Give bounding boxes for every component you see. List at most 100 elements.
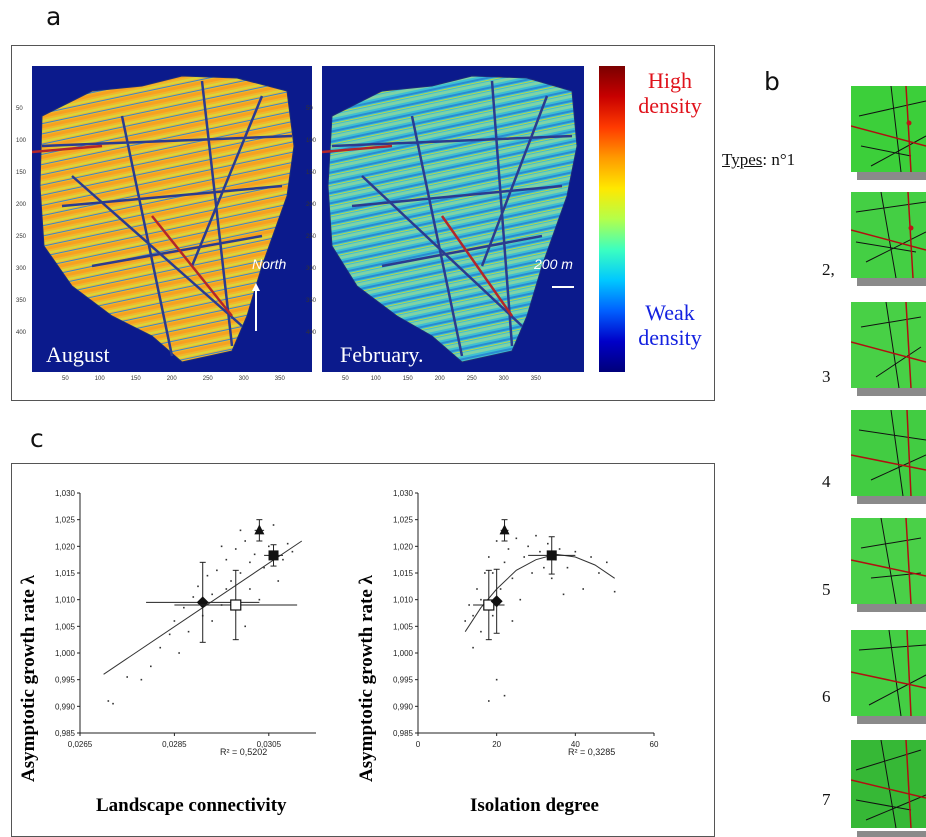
data-point <box>230 580 232 582</box>
data-point <box>253 553 256 556</box>
landscape-type-thumbnail-6 <box>851 630 926 724</box>
y-tick: 350 <box>306 298 317 304</box>
data-point <box>590 556 592 558</box>
data-point <box>249 561 251 564</box>
data-point <box>488 700 490 702</box>
colorbar-high-line2: density <box>638 93 702 118</box>
y-tick: 200 <box>16 202 27 208</box>
isolation-scatter-chart: 1,030 1,025 1,020 1,015 1,010 1,005 1,000 0,995… <box>393 489 659 757</box>
y-tick-label: 1,005 <box>393 622 414 631</box>
landscape-type-thumbnail-3 <box>851 302 926 396</box>
february-density-map <box>322 66 584 372</box>
y-tick: 250 <box>16 234 27 240</box>
data-point <box>606 561 608 564</box>
data-point <box>112 702 114 705</box>
data-point <box>495 540 498 542</box>
y-tick-label: 1,030 <box>55 489 76 498</box>
data-point <box>206 574 209 577</box>
data-point <box>503 561 506 564</box>
data-point <box>159 646 162 649</box>
data-point <box>550 577 553 580</box>
data-point <box>211 620 213 622</box>
data-point <box>472 614 474 617</box>
mean-marker-triangle <box>499 524 510 535</box>
scale-bar <box>552 286 574 288</box>
data-point <box>268 545 270 548</box>
right-chart-ylabel: Asymptotic growth rate λ <box>356 575 377 782</box>
data-point <box>249 588 251 590</box>
data-point <box>523 556 525 558</box>
y-tick: 350 <box>16 298 27 304</box>
panel-c-frame <box>11 463 715 837</box>
x-tick: 350 <box>530 376 541 382</box>
density-colorbar <box>599 66 625 372</box>
y-tick: 300 <box>16 266 27 272</box>
data-point <box>239 572 242 574</box>
y-tick-label: 1,020 <box>393 542 414 551</box>
y-tick: 50 <box>306 106 313 112</box>
data-point <box>187 630 190 633</box>
type-label-2: 2, <box>822 260 835 279</box>
y-tick: 400 <box>306 330 317 336</box>
types-header: Types <box>722 150 763 169</box>
x-tick: 100 <box>94 376 105 382</box>
data-point <box>488 556 490 558</box>
y-tick-label: 1,025 <box>55 516 76 525</box>
thumbnail-bar <box>857 496 926 504</box>
x-tick: 50 <box>62 376 69 382</box>
connectivity-scatter-chart: 1,030 1,025 1,020 1,015 1,010 1,005 1,000 0,995… <box>55 489 316 757</box>
data-point <box>277 580 280 582</box>
thumbnail-bar <box>857 604 926 612</box>
data-point <box>225 588 228 590</box>
landscape-type-thumbnail-4 <box>851 410 926 504</box>
x-tick-label: 0,0265 <box>68 740 93 749</box>
left-chart-xlabel: Landscape connectivity <box>96 795 287 816</box>
data-point <box>178 652 180 654</box>
fit-line <box>464 553 615 632</box>
data-point <box>126 676 128 678</box>
data-point <box>539 550 541 553</box>
left-map-y-ticks: 50 100 150 200 250 300 350 400 <box>16 93 26 349</box>
landscape-type-thumbnail-2 <box>851 192 926 286</box>
type-label-6: 6 <box>822 687 831 706</box>
y-tick-label: 0,990 <box>55 702 76 711</box>
y-tick-label: 0,995 <box>393 676 414 685</box>
thumbnail-bar <box>857 388 926 396</box>
data-point <box>511 577 514 580</box>
map-label-august: August <box>46 342 110 367</box>
data-point <box>566 566 569 569</box>
y-tick-label: 1,015 <box>55 569 76 578</box>
data-point <box>286 542 289 545</box>
y-tick: 150 <box>16 170 27 176</box>
north-arrow-icon <box>252 283 260 333</box>
x-tick: 150 <box>402 376 413 382</box>
y-tick-label: 0,995 <box>55 676 76 685</box>
x-tick-label: 40 <box>571 740 580 749</box>
data-point <box>225 558 228 561</box>
right-chart-xlabel: Isolation degree <box>470 795 599 816</box>
landscape-type-thumbnail-5 <box>851 518 926 612</box>
data-point <box>562 593 565 596</box>
scale-label: 200 m <box>534 256 573 272</box>
x-tick-label: 0,0305 <box>257 740 282 749</box>
right-map-y-ticks: 50 100 150 200 250 300 350 400 <box>306 93 316 349</box>
types-label: Types: n°1 <box>722 150 795 170</box>
colorbar-high-label: High density <box>624 68 716 118</box>
type-label-4: 4 <box>822 472 831 491</box>
data-point <box>495 678 498 681</box>
thumbnail-bar <box>857 172 926 180</box>
y-tick: 100 <box>306 138 317 144</box>
type-label-5: 5 <box>822 580 831 599</box>
data-point <box>140 678 143 681</box>
data-point <box>598 572 600 574</box>
data-point <box>535 534 537 537</box>
mean-marker-diamond <box>490 595 503 608</box>
data-point <box>107 700 110 702</box>
x-tick-label: 20 <box>492 740 501 749</box>
y-tick-label: 1,000 <box>55 649 76 658</box>
data-point <box>272 524 275 526</box>
data-point <box>197 585 199 588</box>
data-point <box>511 620 514 622</box>
left-map-x-ticks: 50 100 150 200 250 300 350 <box>62 376 285 382</box>
data-point <box>464 620 466 622</box>
